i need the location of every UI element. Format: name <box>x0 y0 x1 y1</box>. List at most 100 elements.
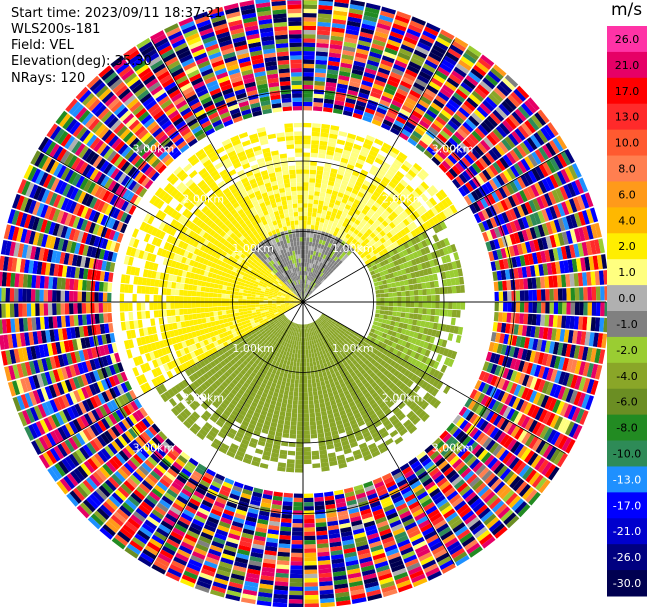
ppi-gate-cell <box>361 183 369 191</box>
ppi-gate-cell <box>412 210 421 219</box>
ppi-gate-cell <box>396 223 403 232</box>
ppi-gate-cell <box>510 91 524 105</box>
ppi-gate-cell <box>400 163 410 173</box>
ppi-gate-cell <box>359 150 369 158</box>
ppi-gate-cell <box>406 239 414 248</box>
ppi-gate-cell <box>384 115 395 124</box>
ppi-gate-cell <box>441 84 455 95</box>
ppi-gate-cell <box>380 59 394 68</box>
ppi-gate-cell <box>395 265 401 272</box>
ppi-gate-cell <box>364 259 370 266</box>
ppi-gate-cell <box>311 135 320 141</box>
ppi-gate-cell <box>412 251 419 259</box>
ppi-gate-cell <box>438 248 445 257</box>
ppi-gate-cell <box>313 273 317 279</box>
ppi-gate-cell <box>405 172 414 181</box>
ppi-gate-cell <box>562 302 567 315</box>
ppi-gate-cell <box>376 246 382 253</box>
ppi-gate-cell <box>410 302 415 308</box>
ppi-gate-cell <box>345 233 351 240</box>
ppi-gate-cell <box>482 220 490 231</box>
ppi-gate-cell <box>323 270 328 275</box>
ppi-gate-cell <box>305 249 309 255</box>
ppi-gate-cell <box>391 123 403 132</box>
ppi-gate-cell <box>410 259 417 266</box>
ppi-gate-cell <box>552 137 564 152</box>
ppi-gate-cell <box>355 180 363 188</box>
ppi-gate-cell <box>409 113 421 123</box>
ppi-gate-cell <box>477 211 486 222</box>
ppi-gate-cell <box>560 151 572 166</box>
ppi-gate-cell <box>391 27 406 36</box>
ppi-gate-cell <box>404 267 411 274</box>
ppi-gate-cell <box>370 194 378 202</box>
ppi-gate-cell <box>562 288 567 301</box>
ppi-gate-cell <box>549 234 557 248</box>
ppi-gate-cell <box>435 241 443 250</box>
ppi-gate-cell <box>353 184 361 192</box>
ppi-gate-cell <box>387 287 393 293</box>
ppi-gate-cell <box>449 270 455 278</box>
ppi-gate-cell <box>336 173 344 180</box>
ppi-gate-cell <box>494 260 501 271</box>
ppi-gate-cell <box>317 204 324 210</box>
ppi-gate-cell <box>434 204 443 213</box>
ppi-gate-cell <box>382 119 393 127</box>
ppi-gate-cell <box>354 247 361 253</box>
ppi-gate-cell <box>448 98 460 110</box>
ppi-gate-cell <box>382 234 390 242</box>
ppi-gate-cell <box>316 247 321 253</box>
ppi-gate-cell <box>553 219 562 233</box>
ppi-gate-cell <box>312 263 316 269</box>
ppi-gate-cell <box>460 285 465 293</box>
ppi-gate-cell <box>455 110 468 121</box>
ppi-gate-cell <box>435 191 444 201</box>
ppi-gate-cell <box>422 289 427 296</box>
ppi-gate-cell <box>358 201 366 209</box>
ppi-gate-cell <box>377 216 385 223</box>
ppi-gate-cell <box>352 170 360 177</box>
ppi-gate-cell <box>378 284 384 290</box>
ppi-gate-cell <box>474 188 484 199</box>
ppi-gate-cell <box>321 183 328 189</box>
ppi-gate-cell <box>403 262 409 269</box>
ppi-gate-cell <box>460 103 473 115</box>
ppi-gate-cell <box>315 260 319 266</box>
ppi-gate-cell <box>351 202 359 209</box>
ppi-gate-cell <box>337 192 344 198</box>
ppi-gate-cell <box>483 118 495 131</box>
ppi-gate-cell <box>382 142 392 151</box>
ppi-gate-cell <box>361 146 370 154</box>
ppi-gate-cell <box>537 109 550 124</box>
ppi-gate-cell <box>319 144 327 151</box>
ppi-gate-cell <box>380 293 385 298</box>
ppi-gate-cell <box>408 24 423 34</box>
ppi-gate-cell <box>343 248 349 254</box>
ppi-gate-cell <box>318 9 333 15</box>
ppi-gate-cell <box>409 89 422 99</box>
ppi-gate-cell <box>362 19 377 27</box>
ppi-gate-cell <box>429 259 435 268</box>
ppi-gate-cell <box>431 215 440 225</box>
ppi-gate-cell <box>426 308 432 315</box>
ppi-gate-cell <box>353 60 366 68</box>
ppi-gate-cell <box>312 208 318 213</box>
ppi-gate-cell <box>497 281 503 291</box>
ppi-gate-cell <box>304 288 306 293</box>
ppi-gate-cell <box>307 258 310 263</box>
ppi-gate-cell <box>506 167 517 180</box>
ppi-gate-cell <box>470 190 480 201</box>
ppi-gate-cell <box>379 165 389 173</box>
ppi-gate-cell <box>559 260 566 274</box>
ppi-gate-cell <box>397 296 402 302</box>
ppi-gate-cell <box>532 302 538 314</box>
elevation-label: Elevation(deg): 35.30 <box>11 54 152 69</box>
ppi-gate-cell <box>451 285 457 294</box>
ppi-gate-cell <box>308 285 312 290</box>
ppi-gate-cell <box>498 259 505 270</box>
ppi-gate-cell <box>374 138 384 146</box>
ppi-gate-cell <box>406 273 412 280</box>
ppi-gate-cell <box>406 215 414 224</box>
ppi-gate-cell <box>424 275 430 282</box>
ppi-gate-cell <box>534 112 547 126</box>
